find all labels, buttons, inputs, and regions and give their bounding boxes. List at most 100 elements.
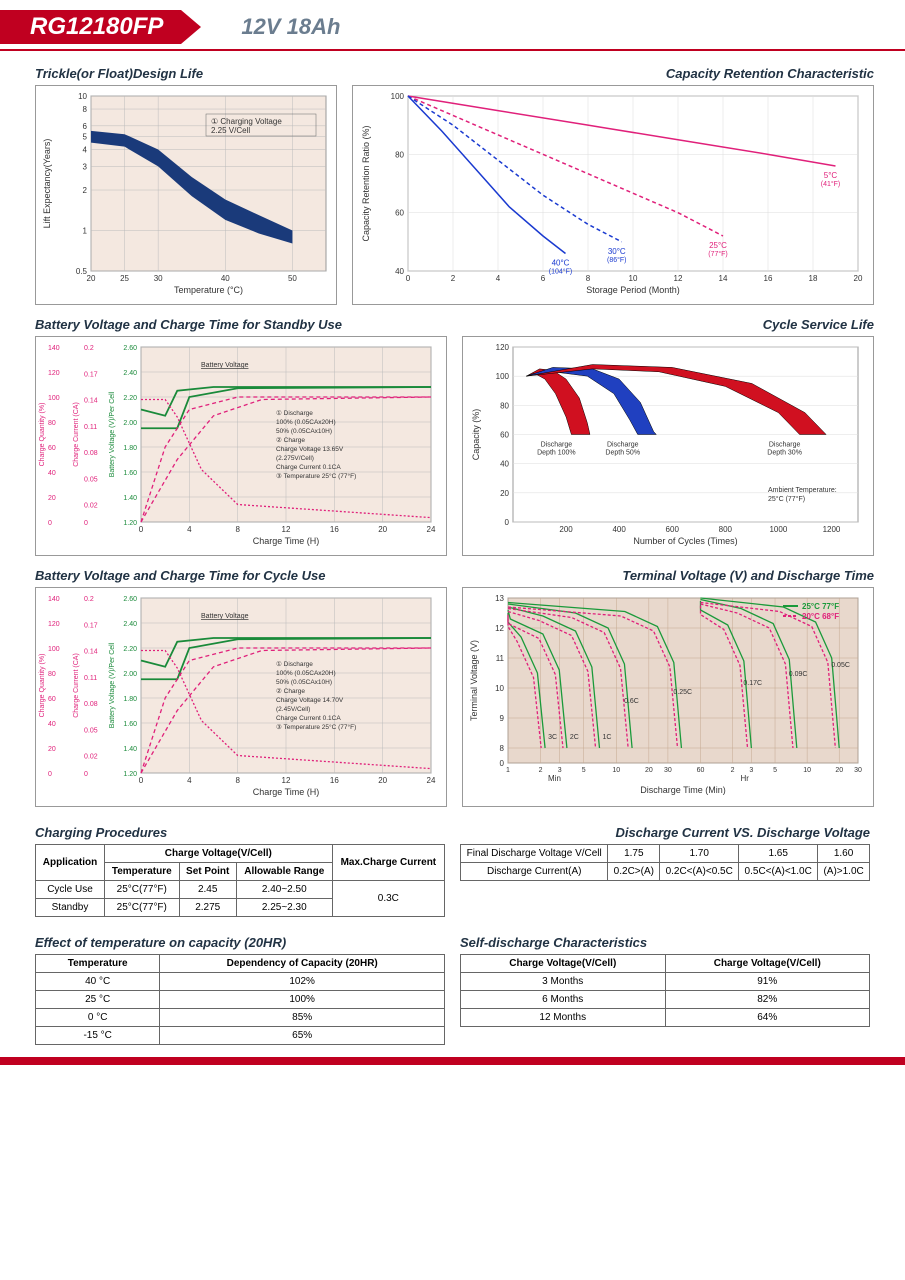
cell: 40 °C xyxy=(36,973,160,991)
chart2: 024681012141618204060801005°C(41°F)25°C(… xyxy=(352,85,874,305)
svg-text:Charge Voltage 13.65V: Charge Voltage 13.65V xyxy=(276,446,344,453)
svg-text:25°C (77°F): 25°C (77°F) xyxy=(768,495,805,503)
svg-text:① Discharge: ① Discharge xyxy=(276,660,313,668)
svg-text:1.60: 1.60 xyxy=(123,470,137,477)
svg-text:2.40: 2.40 xyxy=(123,370,137,377)
tbl-charging-title: Charging Procedures xyxy=(35,825,445,840)
cell: 85% xyxy=(160,1009,445,1027)
svg-text:Battery Voltage: Battery Voltage xyxy=(201,362,249,369)
cell: 0 °C xyxy=(36,1009,160,1027)
svg-text:1: 1 xyxy=(83,227,88,236)
th-app: Application xyxy=(36,845,105,881)
svg-text:100: 100 xyxy=(48,395,60,402)
cell: 1.70 xyxy=(660,845,739,863)
svg-text:Depth 100%: Depth 100% xyxy=(537,450,576,457)
cell: 2.275 xyxy=(179,899,236,917)
svg-text:Charge Quantity (%): Charge Quantity (%) xyxy=(39,654,46,718)
svg-text:20: 20 xyxy=(835,767,843,774)
svg-text:② Charge: ② Charge xyxy=(276,687,305,695)
svg-text:2.60: 2.60 xyxy=(123,345,137,352)
svg-text:12: 12 xyxy=(674,274,683,283)
svg-text:50% (0.05CAx10H): 50% (0.05CAx10H) xyxy=(276,679,332,686)
cell: Standby xyxy=(36,899,105,917)
cell: 1.75 xyxy=(608,845,660,863)
svg-text:40: 40 xyxy=(221,274,230,283)
svg-text:0.02: 0.02 xyxy=(84,503,98,510)
svg-text:20: 20 xyxy=(87,274,96,283)
svg-text:20: 20 xyxy=(378,525,387,534)
chart5-title: Battery Voltage and Charge Time for Cycl… xyxy=(35,568,447,583)
svg-text:0.17: 0.17 xyxy=(84,371,98,378)
svg-text:Battery Voltage (V)/Per Cell: Battery Voltage (V)/Per Cell xyxy=(109,642,116,728)
svg-text:4: 4 xyxy=(496,274,501,283)
svg-text:2.25 V/Cell: 2.25 V/Cell xyxy=(211,126,250,135)
chart4: 20040060080010001200020406080100120Disch… xyxy=(462,336,874,556)
svg-text:18: 18 xyxy=(809,274,818,283)
svg-text:Lift Expectancy(Years): Lift Expectancy(Years) xyxy=(42,139,52,229)
svg-text:Charge Current (CA): Charge Current (CA) xyxy=(73,402,80,467)
svg-text:25°C: 25°C xyxy=(709,241,727,250)
svg-text:0.08: 0.08 xyxy=(84,701,98,708)
svg-text:120: 120 xyxy=(48,370,60,377)
svg-text:20: 20 xyxy=(500,489,509,498)
svg-text:80: 80 xyxy=(48,671,56,678)
cell: Final Discharge Voltage V/Cell xyxy=(461,845,608,863)
svg-text:0.02: 0.02 xyxy=(84,754,98,761)
cell: 6 Months xyxy=(461,991,666,1009)
svg-text:② Charge: ② Charge xyxy=(276,436,305,444)
svg-text:1.20: 1.20 xyxy=(123,771,137,778)
svg-text:0.11: 0.11 xyxy=(84,675,97,682)
svg-text:10: 10 xyxy=(495,684,504,693)
svg-text:12: 12 xyxy=(282,776,291,785)
svg-text:5: 5 xyxy=(582,767,586,774)
table-discharge: Final Discharge Voltage V/Cell 1.75 1.70… xyxy=(460,844,870,881)
th-sp: Set Point xyxy=(179,863,236,881)
svg-text:Charge Time (H): Charge Time (H) xyxy=(253,536,320,546)
svg-text:0.17: 0.17 xyxy=(84,622,98,629)
svg-text:40: 40 xyxy=(395,267,404,276)
footer-bar xyxy=(0,1057,905,1065)
chart3: 0481216202402040608010012014000.020.050.… xyxy=(35,336,447,556)
svg-text:0.6C: 0.6C xyxy=(624,698,639,705)
svg-text:0.09C: 0.09C xyxy=(789,671,808,678)
svg-text:40: 40 xyxy=(500,460,509,469)
th: Charge Voltage(V/Cell) xyxy=(665,955,870,973)
chart4-title: Cycle Service Life xyxy=(462,317,874,332)
svg-text:8: 8 xyxy=(83,105,88,114)
svg-text:40: 40 xyxy=(48,470,56,477)
svg-text:1: 1 xyxy=(506,767,510,774)
svg-text:30: 30 xyxy=(854,767,862,774)
svg-text:0: 0 xyxy=(48,771,52,778)
svg-text:40: 40 xyxy=(48,721,56,728)
cell: 25°C(77°F) xyxy=(104,899,179,917)
svg-text:0: 0 xyxy=(139,776,144,785)
svg-text:40°C: 40°C xyxy=(552,259,570,268)
svg-text:24: 24 xyxy=(427,776,436,785)
cell: Cycle Use xyxy=(36,881,105,899)
svg-text:100: 100 xyxy=(496,372,510,381)
svg-text:0.11: 0.11 xyxy=(84,424,97,431)
cell: 1.65 xyxy=(739,845,818,863)
th-cv: Charge Voltage(V/Cell) xyxy=(104,845,332,863)
svg-text:2.60: 2.60 xyxy=(123,596,137,603)
svg-text:3: 3 xyxy=(558,767,562,774)
svg-text:16: 16 xyxy=(764,274,773,283)
svg-text:20: 20 xyxy=(378,776,387,785)
svg-text:Discharge: Discharge xyxy=(541,442,573,449)
svg-text:Depth 30%: Depth 30% xyxy=(767,450,802,457)
svg-text:Terminal Voltage (V): Terminal Voltage (V) xyxy=(469,640,479,721)
svg-text:12: 12 xyxy=(282,525,291,534)
svg-text:0: 0 xyxy=(139,525,144,534)
svg-text:2: 2 xyxy=(539,767,543,774)
svg-text:30: 30 xyxy=(664,767,672,774)
svg-text:8: 8 xyxy=(586,274,591,283)
svg-text:60: 60 xyxy=(48,445,56,452)
svg-text:1C: 1C xyxy=(602,734,611,741)
model-badge: RG12180FP xyxy=(0,10,181,44)
svg-text:8: 8 xyxy=(235,525,240,534)
svg-text:20: 20 xyxy=(645,767,653,774)
svg-text:Ambient Temperature:: Ambient Temperature: xyxy=(768,487,837,494)
th-max: Max.Charge Current xyxy=(332,845,444,881)
svg-text:Temperature (°C): Temperature (°C) xyxy=(174,285,243,295)
svg-text:Capacity Retention Ratio (%): Capacity Retention Ratio (%) xyxy=(361,125,371,241)
